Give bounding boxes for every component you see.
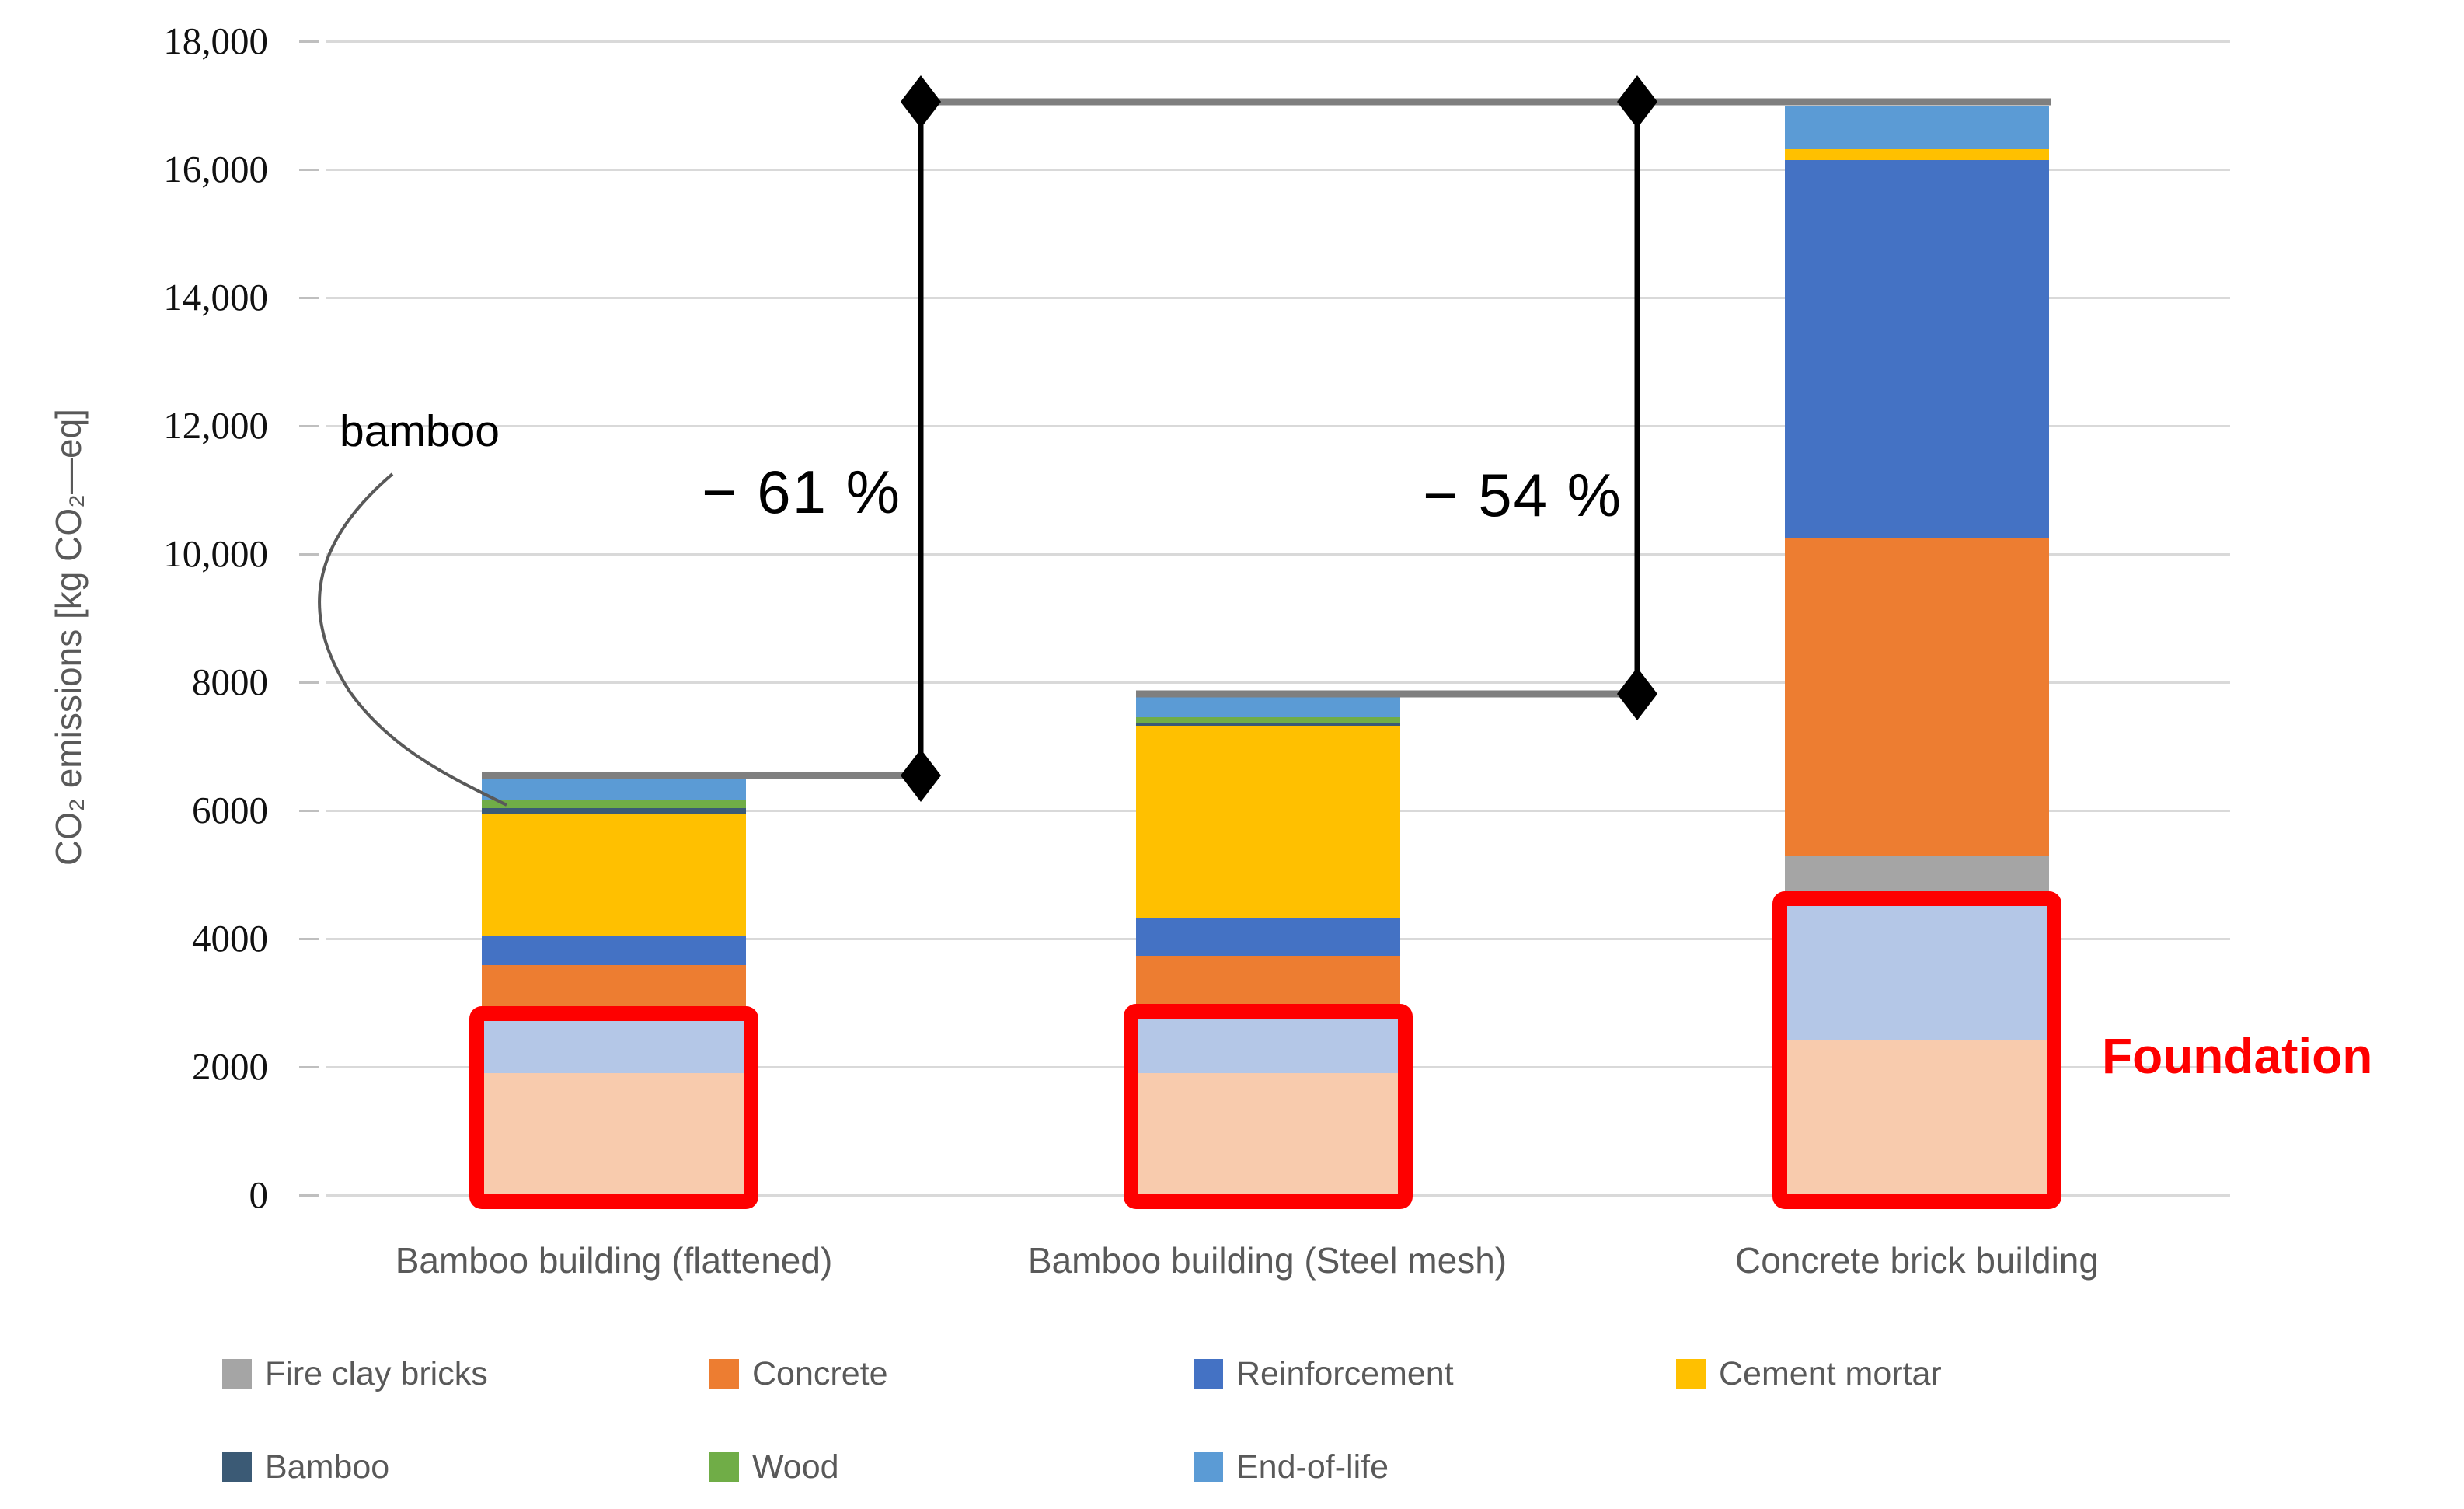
legend-item-fire-clay-bricks: Fire clay bricks [222,1354,488,1392]
legend-swatch-icon [1676,1359,1706,1389]
gridline-18000 [326,40,2230,43]
y-axis-tick-label: 16,000 [163,148,268,190]
legend-swatch-icon [222,1359,252,1389]
legend-item-reinforcement: Reinforcement [1194,1354,1454,1392]
y-axis-tick-label: 10,000 [163,532,268,575]
y-axis-tick-16000 [299,169,319,171]
bar-segment-concrete-foundation- [482,1073,746,1195]
bar-segment-reinforcement-foundation- [482,1013,746,1074]
bar-segment-concrete-foundation- [1136,1073,1400,1195]
y-axis-tick-label: 8000 [192,660,268,703]
y-axis-tick-6000 [299,810,319,812]
category-label: Bamboo building (Steel mesh) [1027,1240,1507,1281]
foundation-highlight-box [1772,890,2061,1209]
legend-label: Cement mortar [1719,1354,1942,1392]
legend-label: Wood [752,1448,839,1486]
legend-item-cement-mortar: Cement mortar [1676,1354,1942,1392]
bar-segment-reinforcement [482,936,746,965]
bar-segment-concrete-foundation- [1785,1040,2049,1195]
y-axis-tick-label: 14,000 [163,276,268,319]
category-label: Bamboo building (flattened) [395,1240,833,1281]
bar-segment-end-of-life [1785,105,2049,150]
bar-segment-concrete [1785,538,2049,856]
y-axis-tick-14000 [299,297,319,299]
y-axis-tick-12000 [299,425,319,427]
bar-segment-end-of-life [482,775,746,800]
bar-segment-cement-mortar [482,814,746,936]
bar-segment-wood [1136,716,1400,723]
legend-item-wood: Wood [709,1448,839,1486]
y-axis-tick-0 [299,1194,319,1197]
y-axis-tick-label: 6000 [192,789,268,831]
bamboo-annotation-label: bamboo [340,406,500,456]
legend-item-bamboo: Bamboo [222,1448,390,1486]
foundation-highlight-box [1124,1004,1413,1209]
foundation-annotation-label: Foundation [2102,1028,2373,1084]
diamond-marker [1617,75,1657,128]
bar-segment-reinforcement [1785,159,2049,538]
y-axis-tick-label: 2000 [192,1045,268,1088]
legend-label: Bamboo [265,1448,390,1486]
gridline-10000 [326,553,2230,556]
reduction-54pct-label: − 54 % [1422,461,1622,529]
y-axis-tick-label: 0 [249,1173,269,1216]
y-axis-tick-label: 4000 [192,917,268,960]
legend-swatch-icon [709,1452,739,1482]
y-axis-tick-label: 18,000 [163,19,268,62]
y-axis-tick-4000 [299,938,319,940]
gridline-8000 [326,681,2230,684]
category-label: Concrete brick building [1735,1240,2099,1281]
y-axis-tick-2000 [299,1066,319,1068]
legend-swatch-icon [1194,1452,1223,1482]
legend-label: Fire clay bricks [265,1354,488,1392]
y-axis-tick-label: 12,000 [163,404,268,447]
gridline-14000 [326,297,2230,299]
legend-swatch-icon [1194,1359,1223,1389]
bar-segment-reinforcement-foundation- [1785,898,2049,1040]
diamond-marker [901,749,941,802]
bar-segment-reinforcement-foundation- [1136,1012,1400,1074]
foundation-highlight-box [469,1005,758,1209]
y-axis-tick-10000 [299,553,319,556]
bar-segment-reinforcement [1136,918,1400,957]
legend-swatch-icon [709,1359,739,1389]
bamboo-leader-curve [318,472,507,807]
bar-segment-wood [482,799,746,808]
legend-label: Concrete [752,1354,888,1392]
diamond-marker [1617,667,1657,720]
reduction-61pct-label: − 61 % [701,458,901,526]
bar-segment-bamboo [1136,722,1400,727]
bar-segment-concrete [1136,956,1400,1012]
legend-item-concrete: Concrete [709,1354,888,1392]
y-axis-tick-8000 [299,681,319,684]
legend-label: Reinforcement [1236,1354,1454,1392]
gridline-12000 [326,425,2230,427]
bar-segment-cement-mortar [1136,726,1400,918]
legend-label: End-of-life [1236,1448,1389,1486]
diamond-marker [901,75,941,128]
legend-swatch-icon [222,1452,252,1482]
y-axis-tick-18000 [299,40,319,43]
bar-segment-concrete [482,964,746,1014]
bar-segment-bamboo [482,807,746,814]
legend-item-end-of-life: End-of-life [1194,1448,1389,1486]
gridline-16000 [326,169,2230,171]
bar-segment-cement-mortar [1785,149,2049,160]
bar-segment-end-of-life [1136,693,1400,717]
